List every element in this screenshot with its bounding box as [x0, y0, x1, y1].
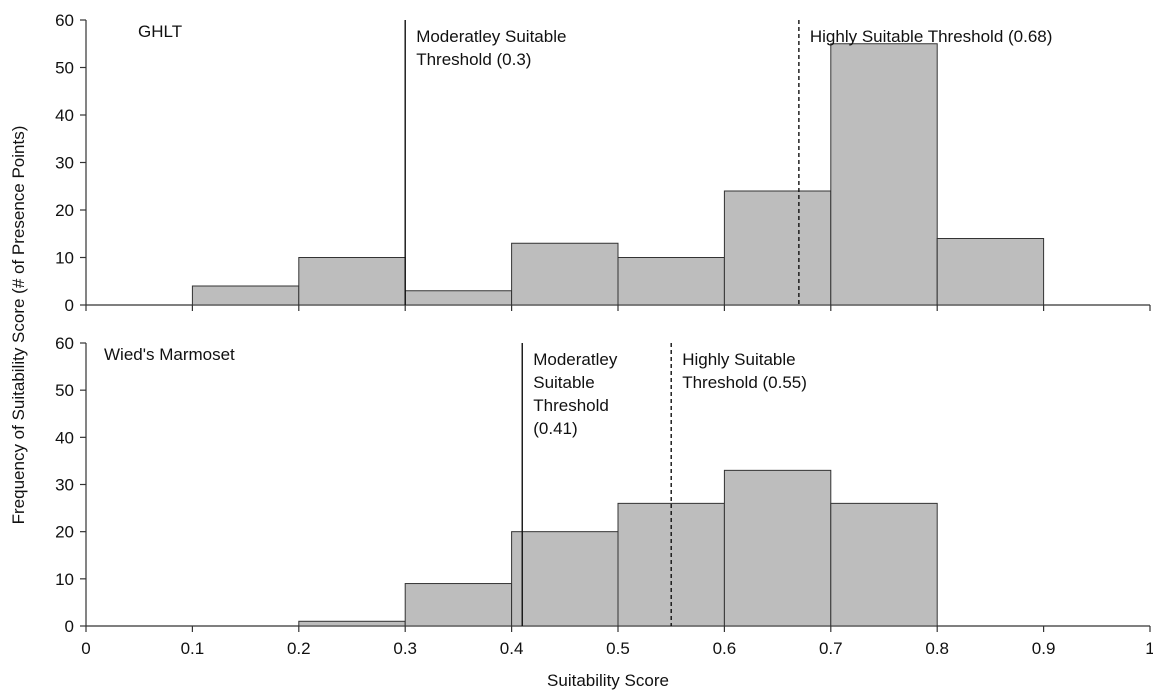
x-tick-label: 0.6 [713, 639, 737, 658]
y-tick-label: 50 [55, 381, 74, 400]
histogram-bar [723, 469, 832, 627]
y-tick-label: 0 [65, 617, 74, 636]
threshold-label: Threshold (0.3) [416, 50, 531, 69]
threshold-label: Moderatley Suitable [416, 27, 566, 46]
threshold-label: Suitable [533, 373, 594, 392]
y-tick-label: 60 [55, 334, 74, 353]
histogram-bar [298, 620, 406, 627]
y-tick-label: 20 [55, 523, 74, 542]
x-tick-label: 0 [81, 639, 90, 658]
panel-1: 0 10 20 30 40 50 60 Moderatley Suitable Threshol… [55, 11, 1151, 315]
histogram-bar [511, 531, 619, 627]
threshold-label: Moderatley [533, 350, 618, 369]
y-tick-label: 30 [55, 476, 74, 495]
x-tick-label: 0.9 [1032, 639, 1056, 658]
histogram-bar [617, 257, 725, 306]
y-tick-label: 40 [55, 428, 74, 447]
y-tick-label: 10 [55, 570, 74, 589]
y-tick-label: 30 [55, 154, 74, 173]
x-axis-label: Suitability Score [547, 671, 669, 690]
x-tick-label: 0.1 [181, 639, 205, 658]
histogram-bar [404, 583, 513, 627]
panel-2: 0 10 20 30 40 50 60 0 0.1 0.2 0.3 0.4 0.5 0.6 0.7 0.8 0.… [55, 334, 1153, 658]
histogram-bar [511, 242, 619, 306]
y-tick-label: 20 [55, 201, 74, 220]
y-axis-label: Frequency of Suitability Score (# of Pre… [9, 126, 28, 525]
y-tick-label: 0 [65, 296, 74, 315]
threshold-label: Highly Suitable [682, 350, 795, 369]
y-tick-label: 50 [55, 59, 74, 78]
x-tick-label: 0.7 [819, 639, 843, 658]
x-tick-label: 0.5 [606, 639, 630, 658]
threshold-label: Threshold [533, 396, 609, 415]
histogram-bar [830, 43, 938, 306]
y-tick-label: 60 [55, 11, 74, 30]
histogram-bar [723, 190, 832, 306]
panel-title: Wied's Marmoset [104, 345, 235, 364]
x-tick-label: 0.8 [925, 639, 949, 658]
x-tick-label: 0.4 [500, 639, 524, 658]
x-tick-label: 1 [1145, 639, 1153, 658]
histogram-bar [936, 238, 1045, 306]
histogram-bar [830, 502, 938, 627]
panel-title: GHLT [138, 22, 182, 41]
y-tick-label: 10 [55, 249, 74, 268]
histogram-bar [298, 257, 406, 306]
threshold-label: Threshold (0.55) [682, 373, 807, 392]
histogram-bar [191, 285, 300, 306]
histogram-bar [404, 290, 513, 306]
y-tick-label: 40 [55, 106, 74, 125]
threshold-label: Highly Suitable Threshold (0.68) [810, 27, 1053, 46]
x-tick-label: 0.3 [393, 639, 417, 658]
x-tick-label: 0.2 [287, 639, 311, 658]
threshold-label: (0.41) [533, 419, 577, 438]
